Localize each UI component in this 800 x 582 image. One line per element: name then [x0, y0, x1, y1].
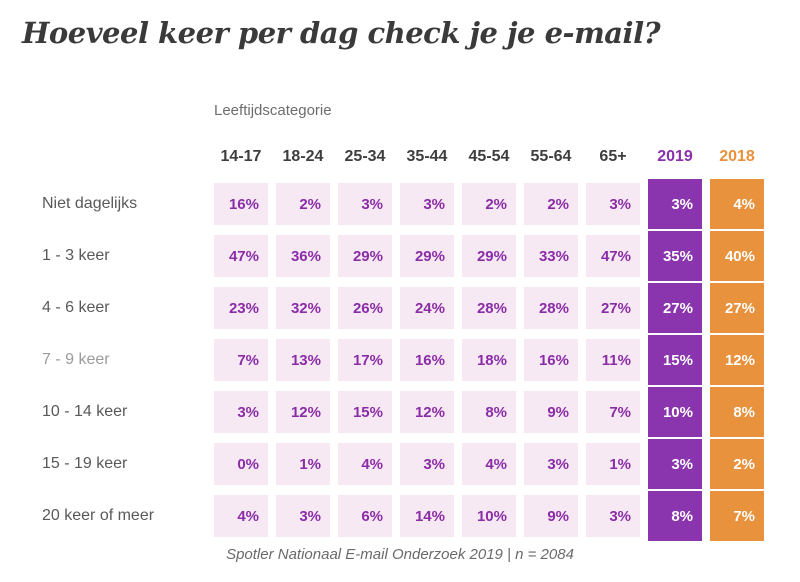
value-cell: 28%: [524, 287, 578, 329]
value-cell: 6%: [338, 495, 392, 537]
row-label: 1 - 3 keer: [42, 247, 110, 264]
column-header-2019: 2019: [657, 148, 693, 165]
value-cell: 1%: [586, 443, 640, 485]
age-group-label: Leeftijdscategorie: [214, 102, 332, 119]
column-header-35-44: 35-44: [406, 148, 448, 165]
value-cell: 28%: [462, 287, 516, 329]
value-cell-2018: 40%: [710, 231, 764, 281]
value-cell: 3%: [338, 183, 392, 225]
row-label: Niet dagelijks: [42, 195, 138, 212]
value-cell: 23%: [214, 287, 268, 329]
value-cell-2019: 10%: [648, 387, 702, 437]
value-cell-2018: 4%: [710, 179, 764, 229]
value-cell: 4%: [338, 443, 392, 485]
value-cell: 2%: [276, 183, 330, 225]
value-cell: 16%: [524, 339, 578, 381]
value-cell-2019: 8%: [648, 491, 702, 541]
value-cell: 10%: [462, 495, 516, 537]
value-cell: 0%: [214, 443, 268, 485]
column-header-25-34: 25-34: [344, 148, 386, 165]
value-cell: 47%: [214, 235, 268, 277]
value-cell: 8%: [462, 391, 516, 433]
value-cell: 1%: [276, 443, 330, 485]
value-cell: 13%: [276, 339, 330, 381]
value-cell: 7%: [214, 339, 268, 381]
source-caption: Spotler Nationaal E-mail Onderzoek 2019 …: [226, 546, 574, 563]
column-header-65+: 65+: [599, 148, 627, 165]
value-cell: 27%: [586, 287, 640, 329]
value-cell-2019: 3%: [648, 439, 702, 489]
row-label: 20 keer of meer: [42, 507, 155, 524]
value-cell: 2%: [462, 183, 516, 225]
row-label: 4 - 6 keer: [42, 299, 110, 316]
value-cell: 29%: [462, 235, 516, 277]
column-header-2018: 2018: [719, 148, 755, 165]
value-cell: 3%: [400, 443, 454, 485]
value-cell: 12%: [400, 391, 454, 433]
value-cell: 33%: [524, 235, 578, 277]
value-cell-2018: 7%: [710, 491, 764, 541]
value-cell-2018: 12%: [710, 335, 764, 385]
value-cell: 9%: [524, 495, 578, 537]
row-label: 10 - 14 keer: [42, 403, 128, 420]
value-cell: 24%: [400, 287, 454, 329]
value-cell: 3%: [214, 391, 268, 433]
frequency-table: Leeftijdscategorie 14-17 18-24 25-34 35-44 4…: [22, 96, 764, 542]
value-cell: 4%: [214, 495, 268, 537]
column-header-45-54: 45-54: [468, 148, 510, 165]
value-cell: 2%: [524, 183, 578, 225]
value-cell: 4%: [462, 443, 516, 485]
value-cell: 12%: [276, 391, 330, 433]
value-cell: 7%: [586, 391, 640, 433]
column-header-14-17: 14-17: [220, 148, 262, 165]
value-cell-2018: 2%: [710, 439, 764, 489]
value-cell-2018: 8%: [710, 387, 764, 437]
value-cell: 29%: [400, 235, 454, 277]
value-cell: 47%: [586, 235, 640, 277]
value-cell-2019: 3%: [648, 179, 702, 229]
value-cell: 17%: [338, 339, 392, 381]
value-cell: 16%: [400, 339, 454, 381]
value-cell: 26%: [338, 287, 392, 329]
value-cell: 3%: [276, 495, 330, 537]
value-cell: 3%: [586, 495, 640, 537]
value-cell-2019: 35%: [648, 231, 702, 281]
page-title: Hoeveel keer per dag check je je e-mail?: [22, 16, 661, 50]
value-cell: 9%: [524, 391, 578, 433]
value-cell: 16%: [214, 183, 268, 225]
value-cell-2019: 15%: [648, 335, 702, 385]
value-cell: 11%: [586, 339, 640, 381]
row-label: 7 - 9 keer: [42, 351, 110, 368]
value-cell: 3%: [524, 443, 578, 485]
value-cell: 29%: [338, 235, 392, 277]
row-label: 15 - 19 keer: [42, 455, 128, 472]
value-cell: 3%: [586, 183, 640, 225]
value-cell: 36%: [276, 235, 330, 277]
value-cell: 18%: [462, 339, 516, 381]
value-cell-2018: 27%: [710, 283, 764, 333]
value-cell-2019: 27%: [648, 283, 702, 333]
column-header-55-64: 55-64: [530, 148, 572, 165]
value-cell: 14%: [400, 495, 454, 537]
column-header-18-24: 18-24: [282, 148, 324, 165]
value-cell: 3%: [400, 183, 454, 225]
value-cell: 32%: [276, 287, 330, 329]
value-cell: 15%: [338, 391, 392, 433]
